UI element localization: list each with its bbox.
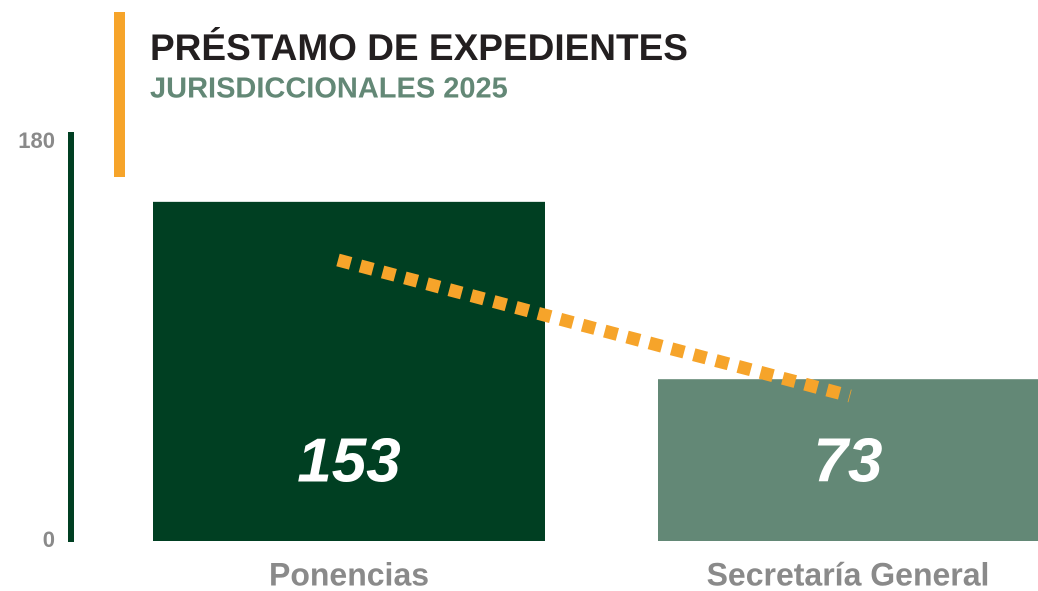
x-tick-label: Secretaría General <box>707 556 990 591</box>
value-label: 153 <box>297 426 400 495</box>
x-tick-label: Ponencias <box>269 556 429 591</box>
value-label: 73 <box>814 426 883 495</box>
y-tick-label: 0 <box>43 527 55 552</box>
chart-title: PRÉSTAMO DE EXPEDIENTES <box>150 27 688 68</box>
y-tick-label: 180 <box>18 128 55 153</box>
chart-subtitle: JURISDICCIONALES 2025 <box>150 73 508 105</box>
accent-bar <box>114 12 125 177</box>
trend-line <box>336 253 852 403</box>
y-axis <box>68 132 74 542</box>
bar <box>658 379 1038 541</box>
